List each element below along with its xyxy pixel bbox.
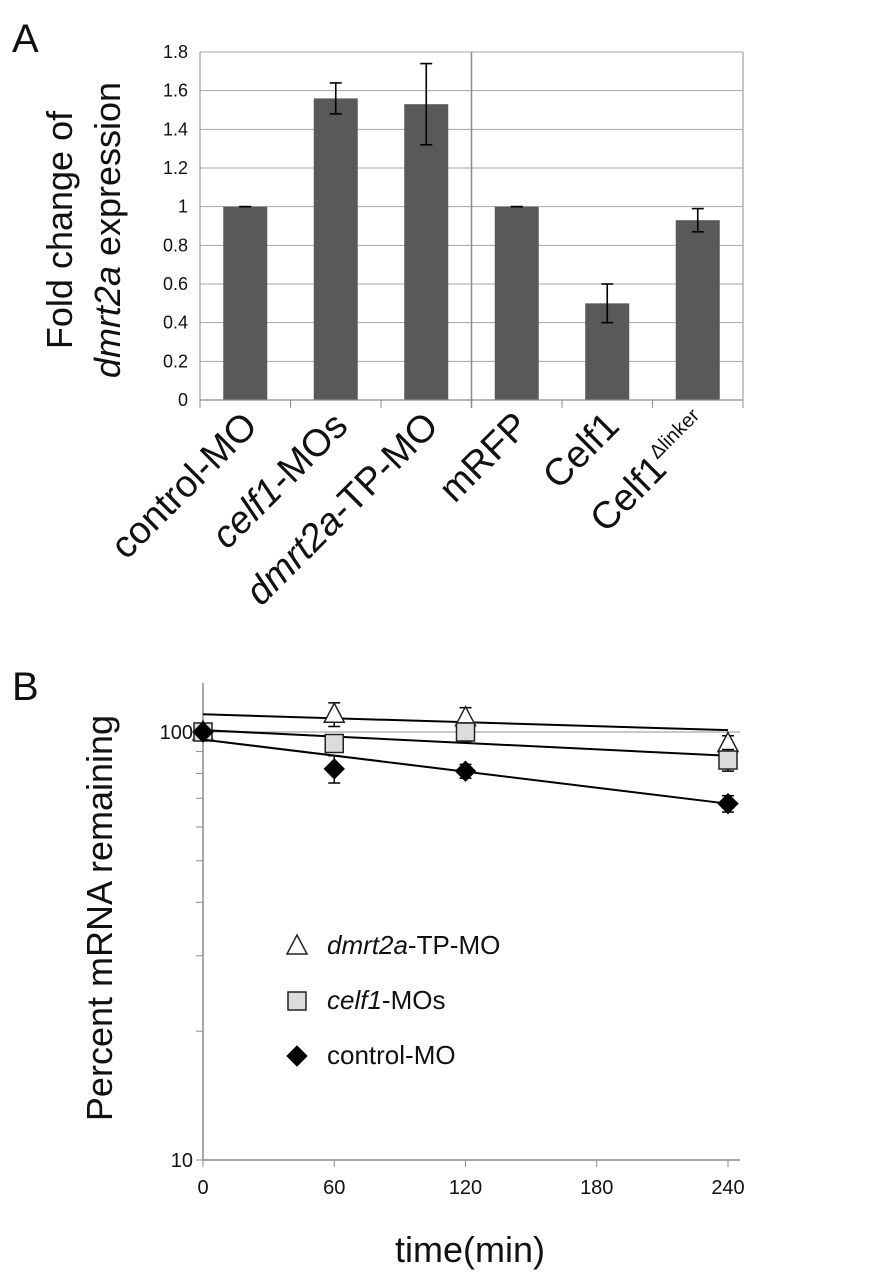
decay-chart: 100 100 60 120 180 240 dmrt2a-TP-MO celf1-MOs co… xyxy=(160,683,745,1199)
decay-ytick-label: 10 xyxy=(171,1150,193,1172)
bar xyxy=(313,98,358,401)
bar-ytick-label: 0.6 xyxy=(163,274,188,294)
bar xyxy=(404,104,449,400)
bar-chart-ylabel-gene: dmrt2a xyxy=(87,266,128,378)
legend-label: dmrt2a-TP-MO xyxy=(327,930,500,960)
decay-xtick-label: 120 xyxy=(449,1177,482,1199)
decay-xtick-label: 60 xyxy=(323,1177,345,1199)
decay-point-square xyxy=(455,722,476,742)
legend-label-italic: dmrt2a xyxy=(327,930,408,960)
decay-fit-line xyxy=(202,729,729,757)
bar-ytick-label: 1.6 xyxy=(163,81,188,101)
bar-chart-ylabel-line2: dmrt2a expression xyxy=(87,82,128,378)
panel-a-label: A xyxy=(12,17,39,61)
bar-ytick-label: 0.2 xyxy=(163,351,188,371)
decay-xtick-label: 180 xyxy=(580,1177,613,1199)
legend-marker-diamond xyxy=(286,1045,308,1067)
decay-point-triangle xyxy=(716,730,740,753)
bar-chart: 00.20.40.60.811.21.41.61.8control-MOcelf… xyxy=(103,42,744,614)
decay-point-diamond xyxy=(454,760,477,782)
legend-label: celf1-MOs xyxy=(327,985,445,1015)
decay-point-diamond xyxy=(323,758,345,780)
bar xyxy=(223,206,268,400)
legend-label-italic: celf1 xyxy=(327,985,382,1015)
bar-ytick-label: 1.8 xyxy=(163,42,188,62)
legend-label: control-MO xyxy=(327,1040,456,1070)
bar-category-label: mRFP xyxy=(431,405,537,511)
decay-point-square xyxy=(718,750,738,770)
decay-xtick-label: 0 xyxy=(197,1177,208,1199)
bar-ytick-label: 0 xyxy=(178,390,188,410)
legend-label-text: -MOs xyxy=(382,985,446,1015)
bar-ytick-label: 1 xyxy=(178,197,188,217)
bar-ytick-label: 1.2 xyxy=(163,158,188,178)
decay-point-square xyxy=(324,733,344,754)
bar-ytick-label: 1.4 xyxy=(163,119,188,139)
decay-chart-xlabel: time(min) xyxy=(395,1229,545,1270)
bar-category-sup: Δlinker xyxy=(645,404,704,463)
decay-chart-ylabel: Percent mRNA remaining xyxy=(79,715,120,1121)
legend-marker-triangle xyxy=(285,933,309,955)
decay-point-triangle xyxy=(323,701,346,724)
decay-ytick-label: 100 xyxy=(160,722,193,744)
legend-marker-square xyxy=(287,991,307,1011)
decay-point-diamond xyxy=(717,792,739,815)
bar-ytick-label: 0.4 xyxy=(163,313,188,333)
bar-ytick-label: 0.8 xyxy=(163,235,188,255)
bar xyxy=(494,206,539,400)
legend-label-text: control-MO xyxy=(327,1040,456,1070)
bar xyxy=(675,220,720,400)
panel-b-label: B xyxy=(12,665,39,709)
bar-chart-ylabel-line1: Fold change of xyxy=(39,110,80,349)
bar-chart-ylabel-rest: expression xyxy=(87,82,128,266)
bar-category-text: mRFP xyxy=(431,405,537,511)
decay-point-diamond xyxy=(192,721,214,743)
legend-label-text: -TP-MO xyxy=(408,930,500,960)
decay-xtick-label: 240 xyxy=(711,1177,744,1199)
